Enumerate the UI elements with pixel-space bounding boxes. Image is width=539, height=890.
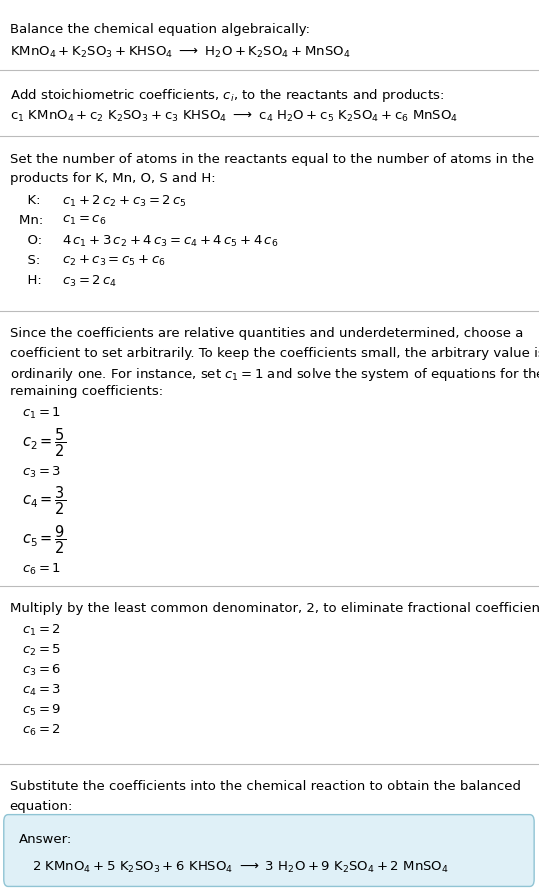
Text: $c_3 = 3$: $c_3 = 3$ [22,465,61,480]
Text: $c_3 = 2\,c_4$: $c_3 = 2\,c_4$ [62,274,117,289]
FancyBboxPatch shape [4,814,534,886]
Text: Add stoichiometric coefficients, $c_i$, to the reactants and products:: Add stoichiometric coefficients, $c_i$, … [10,86,444,103]
Text: $c_3 = 6$: $c_3 = 6$ [22,663,61,678]
Text: equation:: equation: [10,799,73,813]
Text: $c_1 + 2\,c_2 + c_3 = 2\,c_5$: $c_1 + 2\,c_2 + c_3 = 2\,c_5$ [62,194,187,209]
Text: $\mathregular{c_1\ KMnO_4 + c_2\ K_2SO_3 + c_3\ KHSO_4}$$\mathregular{\ \longrig: $\mathregular{c_1\ KMnO_4 + c_2\ K_2SO_3… [10,109,458,124]
Text: $\mathregular{2\ KMnO_4 + 5\ K_2SO_3 + 6\ KHSO_4 \ \longrightarrow \ 3\ H_2O + 9: $\mathregular{2\ KMnO_4 + 5\ K_2SO_3 + 6… [32,861,449,876]
Text: $c_2 = \dfrac{5}{2}$: $c_2 = \dfrac{5}{2}$ [22,426,66,458]
Text: Mn:: Mn: [19,214,47,227]
Text: Multiply by the least common denominator, 2, to eliminate fractional coefficient: Multiply by the least common denominator… [10,603,539,615]
Text: $c_1 = 1$: $c_1 = 1$ [22,406,60,421]
Text: remaining coefficients:: remaining coefficients: [10,385,163,398]
Text: Balance the chemical equation algebraically:: Balance the chemical equation algebraica… [10,23,310,36]
Text: $c_5 = \dfrac{9}{2}$: $c_5 = \dfrac{9}{2}$ [22,523,66,555]
Text: H:: H: [19,274,46,287]
Text: $c_1 = 2$: $c_1 = 2$ [22,623,60,638]
Text: $c_4 = \dfrac{3}{2}$: $c_4 = \dfrac{3}{2}$ [22,484,66,517]
Text: $4\,c_1 + 3\,c_2 + 4\,c_3 = c_4 + 4\,c_5 + 4\,c_6$: $4\,c_1 + 3\,c_2 + 4\,c_3 = c_4 + 4\,c_5… [62,234,279,249]
Text: $c_5 = 9$: $c_5 = 9$ [22,703,61,718]
Text: $c_6 = 1$: $c_6 = 1$ [22,562,60,577]
Text: O:: O: [19,234,46,247]
Text: $c_6 = 2$: $c_6 = 2$ [22,723,60,738]
Text: $\mathregular{KMnO_4 + K_2SO_3 + KHSO_4}$$\mathregular{\ \longrightarrow \ H_2O : $\mathregular{KMnO_4 + K_2SO_3 + KHSO_4}… [10,45,350,61]
Text: ordinarily one. For instance, set $c_1 = 1$ and solve the system of equations fo: ordinarily one. For instance, set $c_1 =… [10,366,539,383]
Text: $c_2 = 5$: $c_2 = 5$ [22,643,61,659]
Text: K:: K: [19,194,45,207]
Text: $c_4 = 3$: $c_4 = 3$ [22,684,61,698]
Text: $c_1 = c_6$: $c_1 = c_6$ [62,214,106,227]
Text: $c_2 + c_3 = c_5 + c_6$: $c_2 + c_3 = c_5 + c_6$ [62,255,166,268]
Text: Answer:: Answer: [19,833,72,846]
Text: coefficient to set arbitrarily. To keep the coefficients small, the arbitrary va: coefficient to set arbitrarily. To keep … [10,346,539,360]
Text: Substitute the coefficients into the chemical reaction to obtain the balanced: Substitute the coefficients into the che… [10,781,521,793]
Text: Set the number of atoms in the reactants equal to the number of atoms in the: Set the number of atoms in the reactants… [10,153,534,166]
Text: products for K, Mn, O, S and H:: products for K, Mn, O, S and H: [10,172,215,185]
Text: Since the coefficients are relative quantities and underdetermined, choose a: Since the coefficients are relative quan… [10,328,523,340]
Text: S:: S: [19,255,44,267]
